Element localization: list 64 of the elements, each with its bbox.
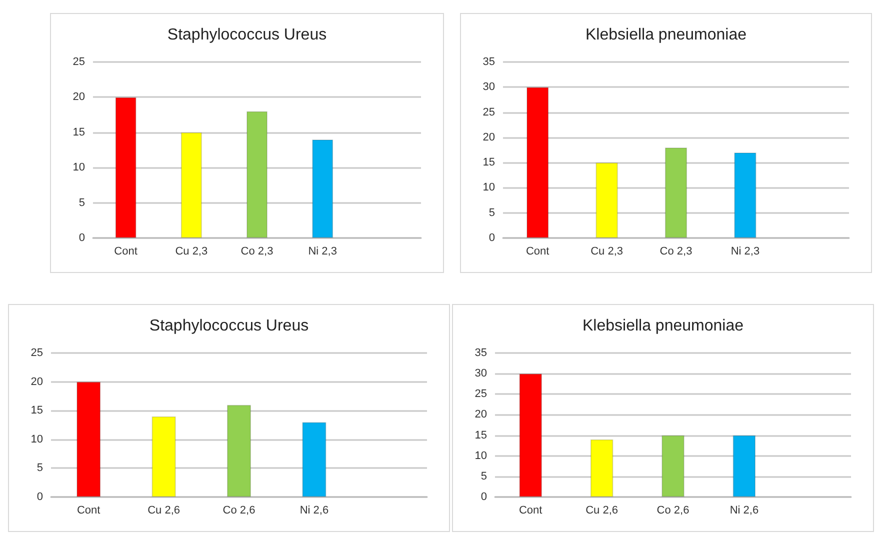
y-tick-label: 15 — [474, 429, 487, 442]
y-tick-label: 30 — [482, 81, 495, 94]
x-tick-label: Co 2,6 — [656, 504, 690, 516]
y-tick-label: 5 — [480, 470, 487, 482]
y-tick-label: 20 — [30, 376, 43, 388]
bar — [246, 111, 268, 238]
x-tick-label: Ni 2,6 — [730, 504, 759, 516]
y-tick-label: 10 — [30, 433, 43, 446]
x-tick-label: Cu 2,6 — [148, 504, 180, 516]
x-tick-label: Cu 2,3 — [175, 246, 208, 258]
y-tick-label: 0 — [488, 232, 495, 244]
x-tick-label: Ni 2,3 — [730, 246, 760, 258]
x-tick-label: Co 2,3 — [660, 246, 692, 258]
bar — [226, 404, 252, 497]
bar — [664, 147, 688, 238]
bar — [662, 435, 684, 497]
y-tick-label: 5 — [488, 206, 495, 219]
y-tick-label: 0 — [36, 491, 43, 503]
x-tick-label: Co 2,6 — [222, 504, 256, 516]
x-tick-label: Cont — [114, 246, 138, 258]
bar — [732, 435, 756, 497]
x-tick-label: Ni 2,6 — [300, 504, 329, 516]
y-tick-label: 20 — [482, 131, 495, 144]
bar — [180, 132, 202, 238]
chart-title: Staphylococcus Ureus — [167, 26, 327, 44]
y-tick-label: 15 — [72, 126, 85, 138]
x-tick-label: Cont — [518, 504, 542, 516]
y-tick-label: 10 — [482, 182, 495, 194]
y-tick-label: 0 — [78, 232, 85, 244]
chart-title: Staphylococcus Ureus — [149, 318, 309, 334]
bar — [76, 382, 101, 497]
y-tick-label: 35 — [474, 347, 487, 359]
y-tick-label: 25 — [30, 347, 43, 359]
y-tick-label: 35 — [482, 56, 495, 68]
bar — [734, 152, 756, 238]
y-tick-label: 15 — [482, 156, 495, 169]
y-tick-label: 5 — [78, 196, 85, 209]
chart-title: Klebsiella pneumoniae — [582, 318, 744, 334]
bar — [590, 439, 614, 497]
y-tick-label: 25 — [482, 106, 495, 118]
bar — [526, 87, 549, 238]
y-tick-label: 5 — [36, 462, 43, 474]
bar — [519, 374, 542, 497]
x-tick-label: Cont — [526, 246, 550, 258]
y-tick-label: 25 — [474, 388, 487, 400]
y-tick-label: 0 — [480, 491, 487, 503]
x-tick-label: Cu 2,6 — [586, 504, 618, 516]
bar — [115, 97, 136, 238]
x-tick-label: Co 2,3 — [240, 246, 274, 258]
bar — [152, 416, 176, 497]
bar — [302, 422, 326, 497]
y-tick-label: 15 — [30, 404, 43, 417]
x-tick-label: Cont — [76, 504, 100, 516]
y-tick-label: 20 — [474, 408, 487, 421]
y-tick-label: 10 — [72, 162, 85, 174]
bar — [312, 139, 334, 238]
y-tick-label: 30 — [474, 368, 487, 380]
bar — [596, 162, 618, 238]
x-tick-label: Cu 2,3 — [590, 246, 624, 258]
y-tick-label: 25 — [72, 56, 85, 68]
chart-title: Klebsiella pneumoniae — [586, 26, 747, 44]
y-tick-label: 10 — [474, 450, 487, 462]
x-tick-label: Ni 2,3 — [308, 246, 337, 258]
y-tick-label: 20 — [72, 91, 85, 104]
